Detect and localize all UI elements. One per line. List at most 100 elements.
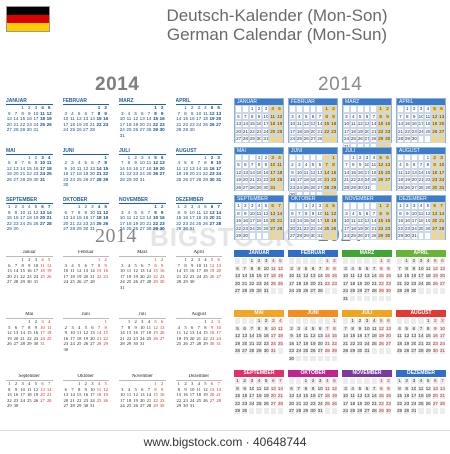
day-cell [46,226,53,232]
day-cell: 26 [203,397,208,403]
day-cell: 10 [417,112,425,120]
day-cell: 9 [210,324,214,330]
day-cell: 30 [183,403,188,408]
day-cell: 17 [90,392,95,397]
day-cell [202,127,209,133]
day-cell: 11 [302,168,310,177]
month-12: DEZEMBER 1 2 3 4 5 6 7 8 9 10 11 12 13 14 15 16 17 18 19 20 2… [175,197,222,233]
day-cell: 18 [269,272,277,280]
day-cell: 17 [63,121,69,127]
day-cell: 11 [417,209,425,218]
day-cell: 27 [216,273,221,279]
day-cell: 1 [349,317,357,325]
day-cell [316,317,324,325]
day-cell: 14 [316,120,324,128]
day-cell: 11 [370,324,378,332]
day-cell: 27 [316,183,324,192]
day-cell: 10 [316,209,324,218]
day-cell [302,105,310,113]
day-cell: 19 [133,397,138,403]
day-cell: 26 [403,347,411,355]
day-cell: 27 [83,127,89,132]
day-cell: 8 [204,324,207,330]
day-grid: 1 2 3 4 5 6 7 8 9 10 11 12 13 14 15 16 17 18 19 20 21 22 23 24 2… [342,317,392,355]
day-cell: 25 [295,287,303,295]
day-cell: 25 [295,135,303,143]
day-cell: 13 [139,268,145,273]
day-cell: 16 [182,215,189,221]
day-cell [102,226,109,232]
day-cell: 28 [248,347,256,355]
day-cell [39,403,46,409]
day-cell: 11 [76,165,82,171]
day-cell: 29 [203,341,208,346]
day-cell: 5 [34,381,38,386]
day-cell: 20 [438,120,445,128]
day-cell: 9 [27,110,31,116]
day-cell: 9 [330,264,338,272]
day-cell: 29 [7,403,12,408]
day-cell: 1 [177,204,181,210]
day-cell: 20 [288,399,296,407]
day-cell: 11 [126,116,132,121]
day-cell: 22 [76,220,82,226]
day-cell: 4 [197,204,201,210]
day-cell [241,257,249,265]
day-cell: 10 [342,272,350,280]
day-cell: 4 [417,377,425,385]
day-cell: 28 [20,176,26,182]
day-cell: 25 [26,397,32,403]
day-cell: 10 [295,168,303,177]
day-cell: 8 [377,112,385,120]
day-cell: 14 [196,330,202,335]
day-grid: 1 2 3 4 5 6 7 8 9 10 11 12 13 14 15 16 17 18 19 20 21 22 23 24 2… [119,105,166,138]
day-cell: 7 [323,324,331,332]
day-grid: 1 2 3 4 5 6 7 8 9 10 11 12 13 14 15 16 17 18 19 20 21 22 23 24 2… [289,153,337,199]
day-cell: 12 [330,384,338,392]
day-grid: 1 2 3 4 5 6 7 8 9 10 11 12 13 14 15 16 17 18 19 20 21 22 23 24 2… [342,377,392,415]
day-cell: 3 [248,377,256,385]
day-cell: 19 [46,268,52,273]
day-cell [146,133,153,139]
day-cell: 3 [141,319,144,324]
day-cell: 21 [323,339,331,347]
day-cell [276,287,284,295]
day-cell: 23 [262,176,270,184]
day-cell: 17 [289,127,296,135]
day-cell: 4 [302,324,310,332]
day-cell: 27 [90,341,95,346]
day-cell: 14 [13,268,19,273]
day-cell: 21 [89,121,95,127]
day-cell: 20 [139,220,145,226]
day-cell: 12 [33,209,39,215]
day-cell [209,279,216,285]
day-cell: 10 [90,386,95,392]
day-cell: 24 [288,287,296,295]
day-cell: 6 [210,381,214,386]
day-cell: 4 [370,153,378,162]
day-cell: 29 [330,347,338,355]
day-cell: 13 [363,392,371,400]
day-cell: 23 [262,339,270,347]
day-cell: 24 [363,176,371,184]
day-cell: 9 [241,384,249,392]
day-cell: 6 [235,112,242,120]
day-cell: 5 [309,324,317,332]
day-cell: 11 [349,392,357,400]
day-cell: 8 [184,110,187,116]
day-cell: 23 [159,397,165,403]
day-cell: 30 [13,403,19,408]
day-cell: 2 [403,377,411,385]
day-cell: 6 [410,161,418,169]
day-cell: 13 [269,209,277,218]
day-cell: 18 [40,268,45,273]
day-cell: 2 [431,317,439,325]
day-cell [330,135,337,143]
day-grid: 1 2 3 4 5 6 7 8 9 10 11 12 13 14 15 16 17 18 19 20 21 22 23 24 2… [176,105,223,133]
day-cell: 28 [20,341,25,346]
day-cell: 9 [184,386,187,392]
day-cell [276,183,283,192]
day-cell: 15 [176,392,182,397]
day-cell: 22 [96,273,102,279]
day-cell: 25 [146,171,152,177]
